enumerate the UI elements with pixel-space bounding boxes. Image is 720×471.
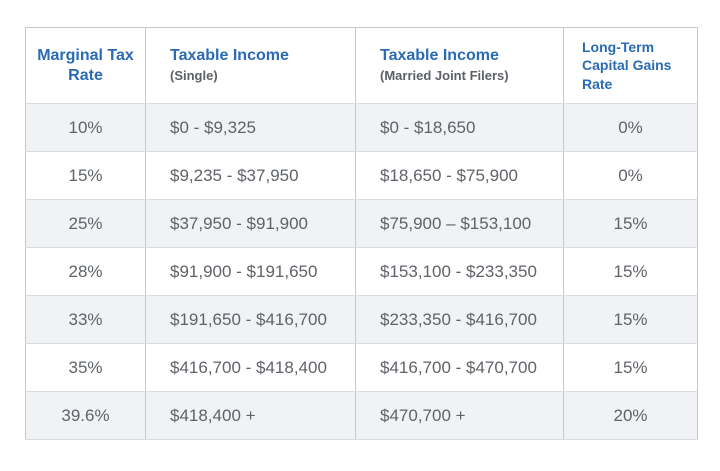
table-cell: 0% <box>563 103 698 152</box>
table-cell: 35% <box>25 343 146 392</box>
header-taxable-income-married: Taxable Income (Married Joint Filers) <box>355 27 564 104</box>
table-cell: $416,700 - $418,400 <box>145 343 356 392</box>
table-cell: 20% <box>563 391 698 440</box>
table-body: 10% $0 - $9,325 $0 - $18,650 0% 15% $9,235 - … <box>25 103 698 440</box>
table-cell: $0 - $9,325 <box>145 103 356 152</box>
table-cell: 15% <box>563 247 698 296</box>
table-cell: $191,650 - $416,700 <box>145 295 356 344</box>
table-cell: $416,700 - $470,700 <box>355 343 564 392</box>
tax-rate-table: Marginal Tax Rate Taxable Income (Single… <box>25 27 698 440</box>
table-cell: 39.6% <box>25 391 146 440</box>
header-sublabel: (Married Joint Filers) <box>380 68 509 84</box>
table-row: 39.6% $418,400 + $470,700 +20% <box>25 391 698 440</box>
table-row: 15% $9,235 - $37,950 $18,650 - $75,900 0% <box>25 151 698 200</box>
table-row: 33% $191,650 - $416,700 $233,350 - $416,70… <box>25 295 698 344</box>
header-row: Marginal Tax Rate Taxable Income (Single… <box>25 27 698 104</box>
table-cell: $9,235 - $37,950 <box>145 151 356 200</box>
table-cell: 10% <box>25 103 146 152</box>
header-marginal-tax-rate: Marginal Tax Rate <box>25 27 146 104</box>
table-header: Marginal Tax Rate Taxable Income (Single… <box>25 27 698 104</box>
header-long-term-capital-gains-rate: Long-Term Capital Gains Rate <box>563 27 698 104</box>
table-cell: $91,900 - $191,650 <box>145 247 356 296</box>
table-cell: $75,900 – $153,100 <box>355 199 564 248</box>
table-cell: $37,950 - $91,900 <box>145 199 356 248</box>
table-row: 35% $416,700 - $418,400 $416,700 - $470,70… <box>25 343 698 392</box>
header-sublabel: (Single) <box>170 68 218 84</box>
table-cell: $0 - $18,650 <box>355 103 564 152</box>
header-label: Taxable Income <box>170 47 289 65</box>
table-cell: $233,350 - $416,700 <box>355 295 564 344</box>
table-cell: 28% <box>25 247 146 296</box>
table-cell: 33% <box>25 295 146 344</box>
header-label: Taxable Income <box>380 47 499 65</box>
table-cell: 0% <box>563 151 698 200</box>
header-label: Long-Term Capital Gains Rate <box>582 39 672 92</box>
table-cell: $18,650 - $75,900 <box>355 151 564 200</box>
table-cell: 15% <box>25 151 146 200</box>
header-taxable-income-single: Taxable Income (Single) <box>145 27 356 104</box>
table-row: 25% $37,950 - $91,900 $75,900 – $153,100 15… <box>25 199 698 248</box>
table-cell: 25% <box>25 199 146 248</box>
table-row: 10% $0 - $9,325 $0 - $18,650 0% <box>25 103 698 152</box>
header-label: Marginal Tax Rate <box>37 46 134 84</box>
table-row: 28% $91,900 - $191,650 $153,100 - $233,350… <box>25 247 698 296</box>
table-cell: 15% <box>563 343 698 392</box>
table-cell: $153,100 - $233,350 <box>355 247 564 296</box>
table-cell: 15% <box>563 199 698 248</box>
table-cell: 15% <box>563 295 698 344</box>
table-cell: $470,700 + <box>355 391 564 440</box>
table-cell: $418,400 + <box>145 391 356 440</box>
